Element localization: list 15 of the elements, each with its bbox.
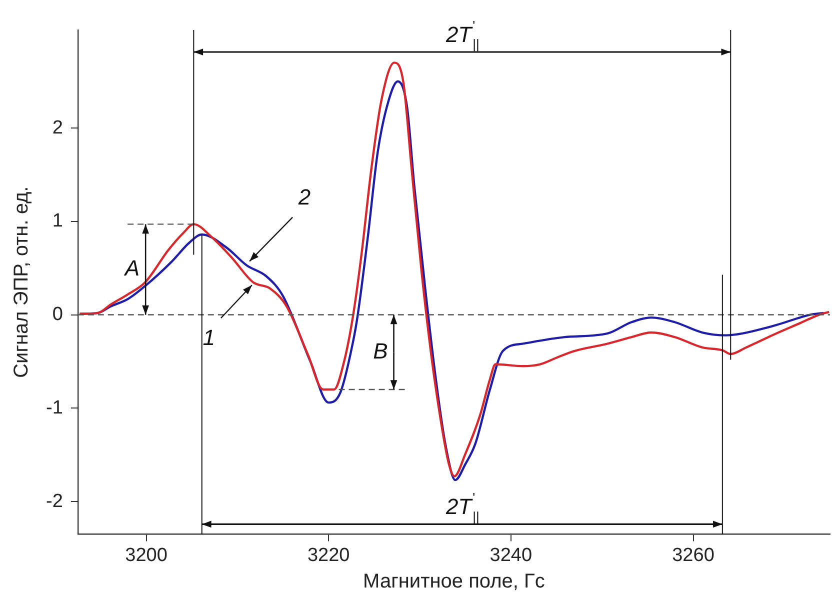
y-tick-label: 2 — [52, 117, 63, 138]
x-tick-label: 3220 — [307, 544, 350, 566]
y-tick-label: -2 — [46, 490, 63, 512]
y-axis-title: Сигнал ЭПР, отн. ед. — [10, 186, 33, 378]
y-tick-label: -1 — [46, 397, 63, 418]
x-axis-title: Магнитное поле, Гс — [363, 570, 545, 593]
text: 2 — [297, 184, 311, 210]
y-tick-label: 1 — [52, 210, 63, 232]
text: 1 — [202, 325, 216, 350]
x-tick-label: 3240 — [490, 544, 532, 566]
y-tick-label: 0 — [52, 304, 63, 326]
ref-line-label: B — [373, 338, 388, 364]
x-tick-label: 3200 — [125, 544, 168, 566]
x-tick-label: 3260 — [672, 544, 714, 566]
ref-line-label: A — [122, 256, 140, 281]
